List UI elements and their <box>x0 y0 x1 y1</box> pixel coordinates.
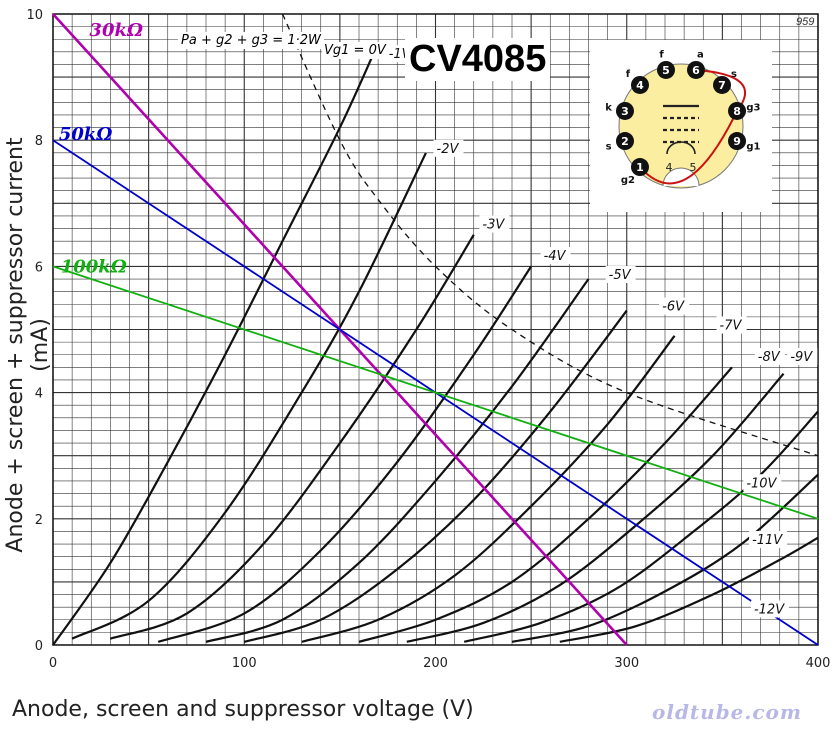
link-1-8 <box>639 110 738 185</box>
vg0-label: Vg1 = 0V <box>322 42 388 59</box>
x-axis-label: Anode, screen and suppressor voltage (V) <box>12 697 474 722</box>
heater <box>666 141 696 155</box>
pin-number: 6 <box>692 64 700 77</box>
load-line-label: 50kΩ <box>59 124 113 145</box>
curve-label: -12V <box>754 602 785 617</box>
curve-label-bg <box>754 348 785 366</box>
pin-number: 9 <box>733 135 741 148</box>
bias-curve <box>205 278 590 643</box>
pin-dot <box>630 75 649 94</box>
curve-label-bg <box>787 348 818 366</box>
load-line-label: 100kΩ <box>61 256 127 277</box>
pin-number: 2 <box>621 135 629 148</box>
dissipation-curve <box>281 13 819 457</box>
bias-curve <box>52 51 376 646</box>
y-tick-label: 10 <box>26 8 43 23</box>
pin-dot <box>615 132 634 151</box>
pin-number: 4 <box>636 79 644 92</box>
pin-number: 3 <box>621 105 629 118</box>
curve-label: -9V <box>790 350 813 365</box>
pin-dot <box>728 101 747 120</box>
load-lines: 30kΩ 50kΩ 100kΩ <box>52 13 819 646</box>
pin-name: g3 <box>746 103 760 114</box>
load-line <box>52 265 819 520</box>
pin-name: f <box>659 50 664 61</box>
bias-curve <box>463 410 819 643</box>
corner-mark: 959 <box>796 16 815 28</box>
curve-label: -4V <box>544 249 567 264</box>
curve-label-bg <box>743 474 782 492</box>
curve-label: -7V <box>720 319 743 334</box>
bias-curve <box>406 372 785 643</box>
x-tick-label: 300 <box>614 656 639 671</box>
x-tick-label: 400 <box>806 656 831 671</box>
bias-curve <box>110 234 475 640</box>
grid-bias-curves <box>52 51 819 646</box>
pin-number: 5 <box>662 64 670 77</box>
curve-label-bg <box>605 266 636 284</box>
pin-dot <box>687 60 706 79</box>
pin-dot <box>630 158 649 177</box>
inner-label: 4 <box>666 161 673 174</box>
x-tick-label: 0 <box>49 656 57 671</box>
base-gap <box>662 167 700 187</box>
curve-label-bg <box>540 247 571 265</box>
chart-title: CV4085 <box>405 38 551 81</box>
bias-curve <box>559 536 819 643</box>
bias-curve <box>358 366 733 643</box>
x-tick-label: 200 <box>423 656 448 671</box>
pin-number: 1 <box>636 161 644 174</box>
y-tick-label: 2 <box>35 513 43 528</box>
curve-label: -3V <box>482 218 505 233</box>
curve-label: -10V <box>746 476 777 491</box>
curve-label-bg <box>479 215 510 233</box>
load-line-label: 30kΩ <box>89 20 143 41</box>
curve-label: -5V <box>609 268 632 283</box>
chart-axes: 0 100 200 300 400 0 2 4 6 8 10 <box>26 8 830 671</box>
plot-frame <box>52 13 819 646</box>
bias-curve <box>511 473 819 643</box>
pin-name: g2 <box>621 175 635 186</box>
pin-name: s <box>731 69 737 80</box>
site-credit: oldtube.com <box>652 700 803 724</box>
y-tick-label: 0 <box>35 639 43 654</box>
x-tick-label: 100 <box>232 656 257 671</box>
pin-name: a <box>697 50 704 61</box>
bias-curve <box>301 335 676 643</box>
pin-name: f <box>626 69 631 80</box>
pin-name: s <box>606 141 612 152</box>
curve-label-bg <box>433 139 464 157</box>
y-tick-label: 6 <box>35 260 43 275</box>
pin-dot <box>615 101 634 120</box>
pin-number: 7 <box>718 79 726 92</box>
curve-label-bg <box>716 316 747 334</box>
curve-label: -11V <box>752 533 783 548</box>
y-tick-label: 4 <box>35 387 43 402</box>
inner-label: 5 <box>690 161 697 174</box>
pin-number: 8 <box>733 105 741 118</box>
curve-label-bg <box>750 600 789 618</box>
curve-label: -8V <box>758 350 781 365</box>
curve-label-bg <box>749 531 788 549</box>
max-dissipation-curve <box>281 13 819 457</box>
pin-name: g1 <box>746 141 760 152</box>
dissipation-label: Pa + g2 + g3 = 1·2W <box>178 32 324 49</box>
curve-labels: -1V-2V-3V-4V-5V-6V-7V-8V -9V-10V-11V-12V <box>385 45 818 618</box>
bias-curve <box>71 152 427 640</box>
bias-curve <box>243 309 628 643</box>
curve-label-bg <box>659 297 690 315</box>
y-axis-label: Anode + screen + suppressor current (mA) <box>3 137 53 553</box>
pin-name: k <box>605 103 612 114</box>
pin-dot <box>728 132 747 151</box>
curve-label: -2V <box>437 142 460 157</box>
pin-dot <box>713 75 732 94</box>
valve-base <box>618 63 744 189</box>
y-tick-label: 8 <box>35 134 43 149</box>
pin-dot <box>656 60 675 79</box>
bias-curve <box>157 265 533 643</box>
curve-label: -6V <box>662 300 685 315</box>
